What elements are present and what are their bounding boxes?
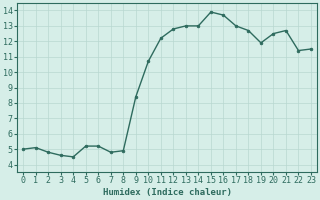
- X-axis label: Humidex (Indice chaleur): Humidex (Indice chaleur): [103, 188, 232, 197]
